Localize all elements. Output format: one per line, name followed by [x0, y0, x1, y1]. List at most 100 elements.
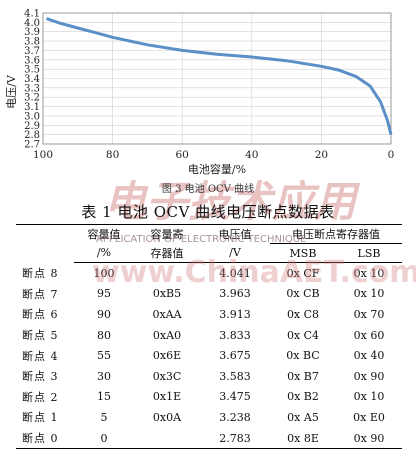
- table-row: 断点 5 80 0xA0 3.833 0x C4 0x 60: [16, 325, 402, 346]
- cell-msb: 0x CF: [286, 266, 320, 280]
- y-tick-label: 3.1: [24, 102, 40, 113]
- cell-register: [134, 263, 200, 284]
- plot-frame: [42, 12, 392, 145]
- x-tick-label: 40: [245, 149, 258, 161]
- table-row: 断点 2 15 0x1E 3.475 0x B2 0x 10: [16, 387, 402, 408]
- table-row: 断点 1 5 0x0A 3.238 0x A5 0x E0: [16, 407, 402, 428]
- cell-lsb: 0x 10: [353, 266, 385, 280]
- y-tick-label: 3.2: [24, 93, 40, 104]
- row-label: 断点 8: [22, 267, 59, 281]
- cell-register: 0x3C: [152, 369, 182, 383]
- y-tick-label: 2.8: [24, 130, 40, 141]
- table-row: 断点 0 0 2.783 0x 8E 0x 90: [16, 427, 402, 450]
- table-row: 断点 3 30 0x3C 3.583 0x B7 0x 90: [16, 366, 402, 387]
- x-tick-label: 100: [33, 149, 53, 161]
- cell-lsb: 0x E0: [353, 410, 385, 424]
- y-tick-label: 2.7: [24, 140, 40, 151]
- table-row: 断点 8 100 4.041 0x CF 0x 10: [16, 263, 402, 284]
- cell-lsb: 0x 90: [353, 369, 385, 383]
- row-label: 断点 3: [22, 370, 59, 384]
- header-voltage: 电压值: [200, 224, 270, 244]
- cell-voltage: 4.041: [219, 266, 251, 280]
- cell-register: 0x1E: [152, 390, 182, 404]
- cell-voltage: 3.913: [219, 307, 251, 321]
- cell-capacity: 100: [93, 266, 115, 280]
- cell-capacity: 80: [97, 328, 111, 342]
- y-tick-label: 3.7: [24, 46, 40, 57]
- ocv-line-chart: 4.14.03.93.83.73.63.53.43.33.23.13.02.92…: [5, 9, 394, 177]
- cell-voltage: 3.583: [219, 369, 251, 383]
- row-label: 断点 0: [16, 427, 74, 450]
- cell-lsb: 0x 60: [353, 328, 385, 342]
- header-voltage-unit: /V: [200, 243, 270, 263]
- ocv-curve-line: [46, 17, 393, 135]
- y-tick-label: 3.3: [24, 83, 40, 94]
- y-tick-label: 4.0: [24, 18, 40, 29]
- figure-caption: 图 3 电池 OCV 曲线: [161, 184, 255, 195]
- y-tick-label: 3.6: [24, 55, 40, 66]
- table-title: 表 1 电池 OCV 曲线电压断点数据表: [81, 203, 335, 221]
- cell-voltage: 2.783: [200, 427, 270, 450]
- row-label: 断点 6: [22, 308, 59, 322]
- cell-msb: 0x C4: [286, 328, 320, 342]
- cell-msb: 0x CB: [286, 287, 320, 301]
- cell-voltage: 3.475: [219, 390, 251, 404]
- x-tick-label: 0: [388, 149, 395, 161]
- cell-register: 0xA0: [152, 328, 182, 342]
- header-register-2: 存器值: [134, 243, 200, 263]
- cell-register: 0x6E: [152, 349, 182, 363]
- cell-voltage: 3.675: [219, 349, 251, 363]
- cell-msb: 0x C8: [286, 307, 320, 321]
- cell-lsb: 0x 10: [353, 287, 385, 301]
- cell-lsb: 0x 70: [353, 307, 385, 321]
- cell-voltage: 3.238: [219, 410, 251, 424]
- cell-register: 0x0A: [152, 410, 182, 424]
- row-label: 断点 7: [22, 287, 59, 301]
- row-label: 断点 2: [22, 390, 59, 404]
- x-tick-label: 80: [106, 149, 119, 161]
- row-label: 断点 5: [22, 329, 59, 343]
- row-label: 断点 1: [22, 411, 59, 425]
- header-blank: [16, 224, 74, 263]
- cell-capacity: 30: [97, 369, 111, 383]
- y-axis-label: 电压/V: [5, 74, 18, 109]
- cell-capacity: 95: [97, 287, 111, 301]
- x-tick-label: 20: [315, 149, 328, 161]
- y-tick-label: 3.9: [24, 27, 40, 38]
- y-tick-label: 3.4: [24, 74, 40, 85]
- y-tick-label: 3.8: [24, 37, 40, 48]
- cell-voltage: 3.963: [219, 287, 251, 301]
- y-tick-label: 4.1: [24, 9, 40, 20]
- cell-lsb: 0x 40: [353, 349, 385, 363]
- cell-capacity: 15: [97, 390, 111, 404]
- cell-capacity: 0: [74, 427, 134, 450]
- cell-msb: 0x B2: [287, 390, 319, 404]
- cell-capacity: 55: [97, 349, 111, 363]
- y-tick-label: 3.5: [24, 65, 40, 76]
- x-tick-label: 60: [176, 149, 189, 161]
- cell-msb: 0x 8E: [270, 427, 336, 450]
- table-row: 断点 6 90 0xAA 3.913 0x C8 0x 70: [16, 304, 402, 325]
- cell-msb: 0x B7: [287, 369, 319, 383]
- cell-register: 0xAA: [152, 307, 182, 321]
- row-label: 断点 4: [22, 349, 59, 363]
- cell-voltage: 3.833: [219, 328, 251, 342]
- header-lsb: LSB: [336, 243, 402, 263]
- chart-ticks: 4.14.03.93.83.73.63.53.43.33.23.13.02.92…: [24, 9, 394, 162]
- table-row: 断点 4 55 0x6E 3.675 0x BC 0x 40: [16, 345, 402, 366]
- header-register: 容量寄: [134, 224, 200, 244]
- y-tick-label: 2.9: [24, 121, 40, 132]
- cell-capacity: 90: [97, 307, 111, 321]
- cell-lsb: 0x 10: [353, 390, 385, 404]
- cell-msb: 0x A5: [287, 410, 319, 424]
- header-voltage-register: 电压断点寄存器值: [270, 224, 402, 244]
- header-capacity-unit: /%: [74, 243, 134, 263]
- table-row: 断点 7 95 0xB5 3.963 0x CB 0x 10: [16, 284, 402, 305]
- header-msb: MSB: [270, 243, 336, 263]
- breakpoint-table: 容量值 容量寄 电压值 电压断点寄存器值 /% 存器值 /V MSB LSB 断…: [16, 224, 402, 450]
- y-tick-label: 3.0: [24, 111, 40, 122]
- x-axis-label: 电池容量/%: [188, 162, 246, 176]
- cell-lsb: 0x 90: [336, 427, 402, 450]
- header-capacity: 容量值: [74, 224, 134, 244]
- cell-capacity: 5: [100, 410, 108, 424]
